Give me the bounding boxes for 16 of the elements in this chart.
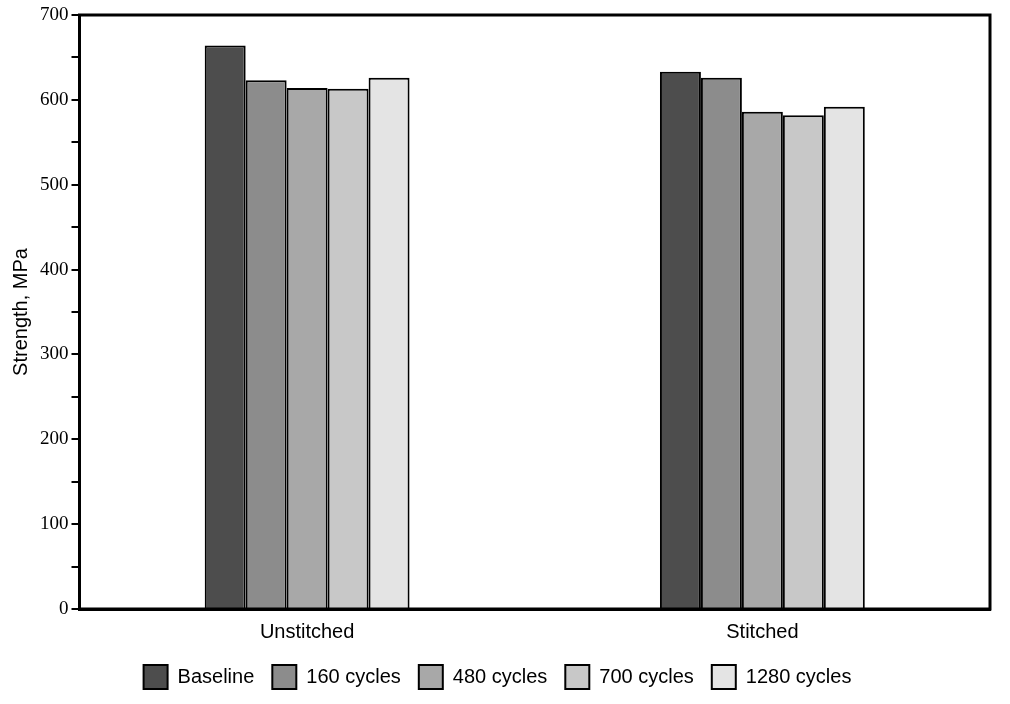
- y-tick-label: 0: [59, 596, 69, 618]
- y-tick-label: 500: [40, 172, 69, 194]
- x-tick-label: Stitched: [726, 619, 799, 642]
- x-tick-label: Unstitched: [259, 619, 355, 642]
- y-tick-label: 400: [40, 257, 69, 279]
- legend-label: 1280 cycles: [745, 664, 852, 687]
- y-tick-label: 200: [40, 427, 69, 449]
- y-tick-label: 600: [40, 87, 69, 109]
- legend-label: 480 cycles: [452, 664, 548, 687]
- legend-label: Baseline: [177, 664, 255, 687]
- y-axis-title: Strength, MPa: [8, 247, 31, 376]
- y-tick-label: 100: [40, 512, 69, 534]
- legend-label: 700 cycles: [599, 664, 694, 687]
- legend-label: 160 cycles: [306, 664, 401, 687]
- y-tick-label: 700: [40, 2, 69, 24]
- y-tick-label: 300: [40, 342, 69, 364]
